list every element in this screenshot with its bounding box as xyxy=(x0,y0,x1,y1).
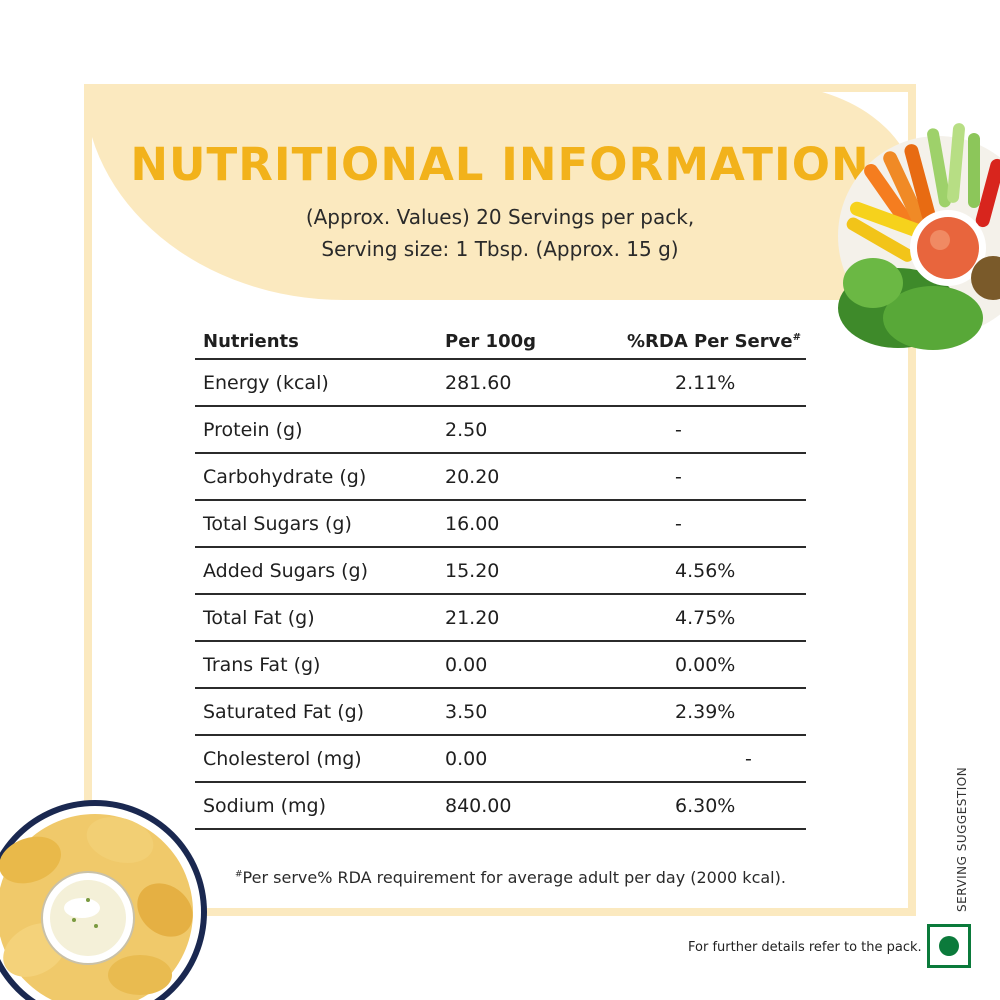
table-row: Sodium (mg) 840.00 6.30% xyxy=(195,782,806,830)
serving-info-line-2: Serving size: 1 Tbsp. (Approx. 15 g) xyxy=(321,237,679,261)
table-header-row: Nutrients Per 100g %RDA Per Serve# xyxy=(195,324,806,360)
nutrient-rda: 2.11% xyxy=(615,359,806,407)
nutrient-rda: - xyxy=(615,453,806,501)
nutrient-per-100g: 3.50 xyxy=(437,688,615,736)
table-row: Total Sugars (g) 16.00 - xyxy=(195,500,806,548)
nutrient-per-100g: 0.00 xyxy=(437,641,615,689)
table-row: Added Sugars (g) 15.20 4.56% xyxy=(195,547,806,595)
nutrient-name: Total Fat (g) xyxy=(195,594,437,642)
veg-symbol-dot xyxy=(939,936,959,956)
further-details-note: For further details refer to the pack. xyxy=(688,940,922,955)
nutrient-name: Saturated Fat (g) xyxy=(195,688,437,736)
nutrient-per-100g: 20.20 xyxy=(437,453,615,501)
column-header-rda-mark: # xyxy=(792,331,801,343)
table-row: Total Fat (g) 21.20 4.75% xyxy=(195,594,806,642)
nutrient-rda: 6.30% xyxy=(615,782,806,830)
rda-footnote: #Per serve% RDA requirement for average … xyxy=(235,868,786,887)
nutrient-rda: 4.56% xyxy=(615,547,806,595)
nutrient-name: Carbohydrate (g) xyxy=(195,453,437,501)
table-row: Cholesterol (mg) 0.00 - xyxy=(195,735,806,783)
table-row: Trans Fat (g) 0.00 0.00% xyxy=(195,641,806,689)
nutrient-per-100g: 840.00 xyxy=(437,782,615,830)
table-row: Protein (g) 2.50 - xyxy=(195,406,806,454)
veg-symbol-icon xyxy=(927,924,971,968)
nutrient-per-100g: 15.20 xyxy=(437,547,615,595)
nutrient-name: Sodium (mg) xyxy=(195,782,437,830)
nutrient-name: Added Sugars (g) xyxy=(195,547,437,595)
page-title: NUTRITIONAL INFORMATION xyxy=(130,138,870,191)
column-header-rda: %RDA Per Serve# xyxy=(615,324,806,360)
column-header-nutrients: Nutrients xyxy=(195,324,437,360)
nutrient-per-100g: 21.20 xyxy=(437,594,615,642)
nutrient-name: Trans Fat (g) xyxy=(195,641,437,689)
footnote-mark: # xyxy=(235,869,243,880)
footnote-text: Per serve% RDA requirement for average a… xyxy=(242,868,786,887)
serving-info-line-1: (Approx. Values) 20 Servings per pack, xyxy=(305,205,695,229)
nutrient-rda: - xyxy=(615,735,806,783)
nutrient-per-100g: 281.60 xyxy=(437,359,615,407)
chips-bowl-image xyxy=(0,800,207,1000)
nutrition-table: Nutrients Per 100g %RDA Per Serve# Energ… xyxy=(195,324,806,830)
nutrient-name: Energy (kcal) xyxy=(195,359,437,407)
column-header-rda-label: %RDA Per Serve xyxy=(627,330,793,352)
nutrient-rda: 4.75% xyxy=(615,594,806,642)
nutrient-per-100g: 2.50 xyxy=(437,406,615,454)
nutrient-per-100g: 0.00 xyxy=(437,735,615,783)
nutrient-rda: - xyxy=(615,406,806,454)
nutrient-rda: 2.39% xyxy=(615,688,806,736)
header-band xyxy=(84,84,916,300)
nutrient-rda: - xyxy=(615,500,806,548)
table-row: Saturated Fat (g) 3.50 2.39% xyxy=(195,688,806,736)
nutrient-per-100g: 16.00 xyxy=(437,500,615,548)
vegetable-platter-image xyxy=(838,123,1000,350)
nutrient-name: Total Sugars (g) xyxy=(195,500,437,548)
nutrient-rda: 0.00% xyxy=(615,641,806,689)
nutrient-name: Cholesterol (mg) xyxy=(195,735,437,783)
table-row: Carbohydrate (g) 20.20 - xyxy=(195,453,806,501)
nutrient-name: Protein (g) xyxy=(195,406,437,454)
serving-info: (Approx. Values) 20 Servings per pack, S… xyxy=(0,201,1000,265)
serving-suggestion-label: SERVING SUGGESTION xyxy=(955,766,969,912)
table-row: Energy (kcal) 281.60 2.11% xyxy=(195,359,806,407)
column-header-per-100g: Per 100g xyxy=(437,324,615,360)
